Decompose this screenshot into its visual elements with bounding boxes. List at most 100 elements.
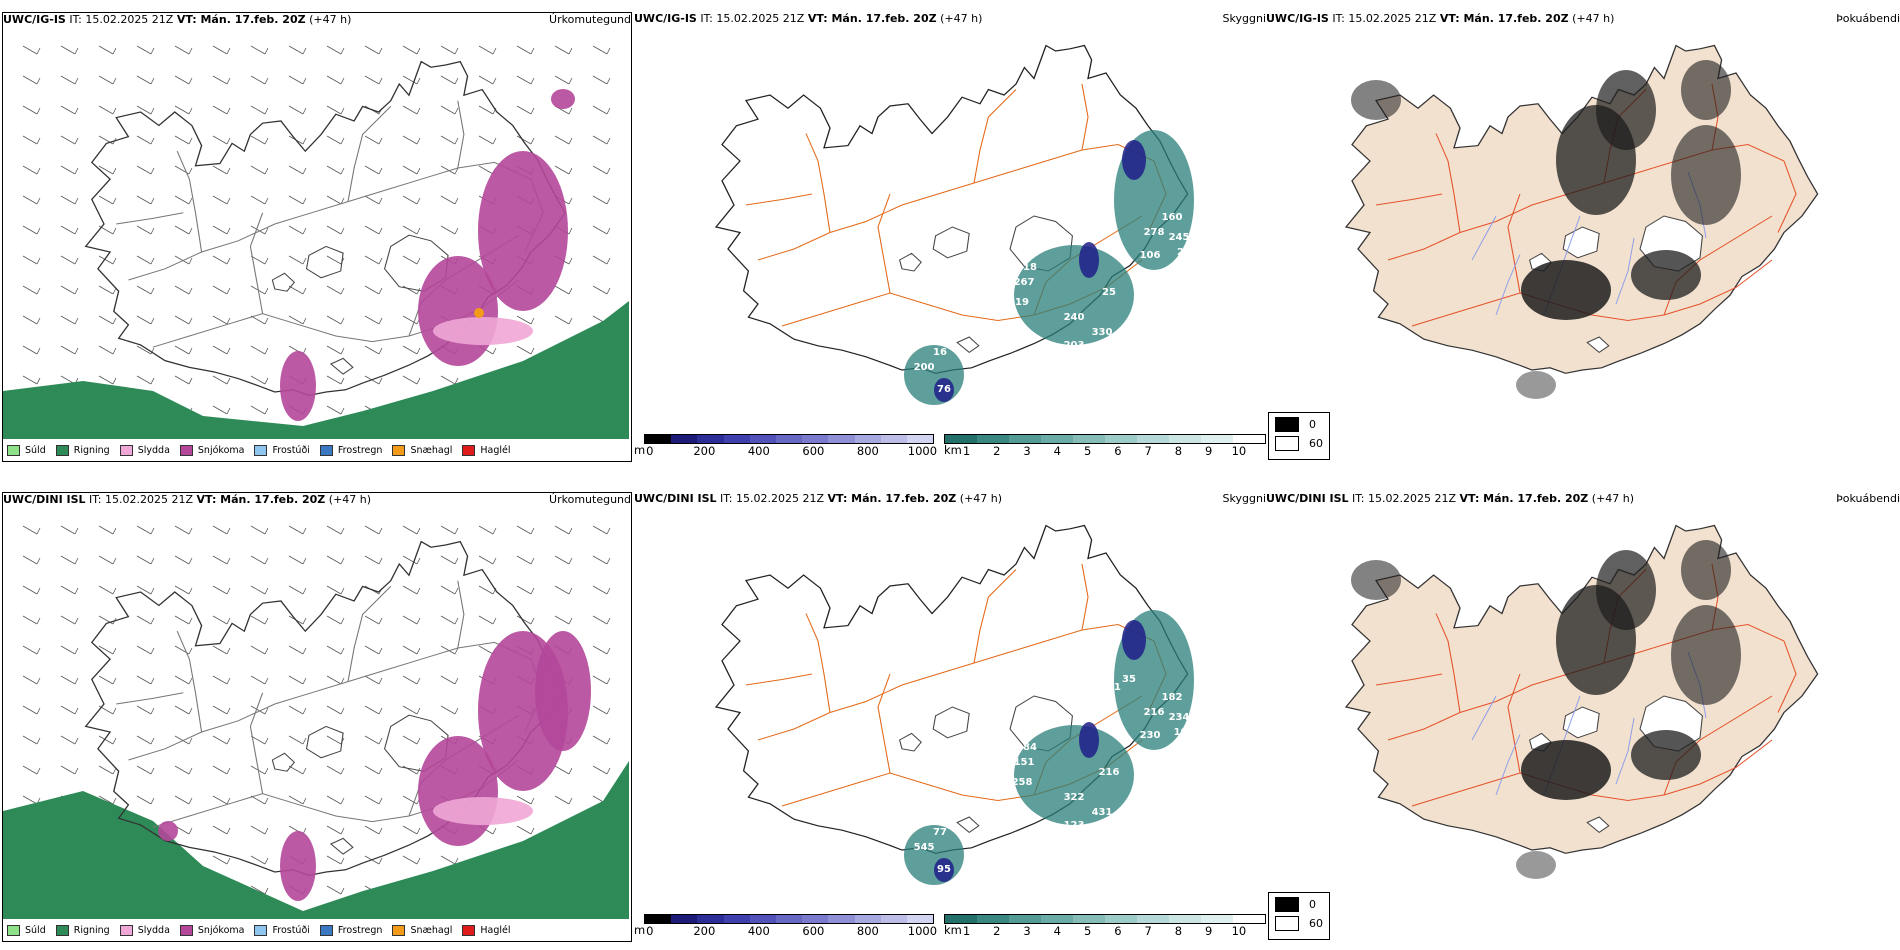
sleet-area: [433, 317, 533, 345]
snow-area: [280, 351, 316, 421]
visibility-color-step: [1041, 915, 1073, 923]
it-prefix: IT:: [1352, 492, 1365, 505]
cloudbase-color-step: [802, 435, 829, 443]
cloudbase-color-step: [880, 435, 907, 443]
fog-legend-item: 60: [1275, 916, 1323, 931]
visibility-color-step: [1169, 915, 1201, 923]
valid-time: VT: Mán. 17.feb. 20Z: [827, 492, 957, 505]
visibility-color-step: [977, 435, 1009, 443]
cloudbase-color-step: [697, 435, 724, 443]
visibility-color-step: [945, 435, 977, 443]
cloudbase-color-step: [906, 435, 934, 443]
visibility-color-step: [1137, 435, 1169, 443]
visibility-tick: 6: [1114, 924, 1122, 938]
legend-swatch: [179, 924, 193, 936]
fog-legend-label: 60: [1309, 917, 1323, 930]
visibility-tick: 1: [962, 924, 971, 938]
model-name: UWC/DINI ISL: [1266, 492, 1349, 505]
cloud-base-label: 188: [1094, 697, 1115, 708]
legend-swatch: [462, 924, 476, 936]
legend-label: Frostregn: [337, 444, 383, 456]
legend-swatch: [319, 444, 333, 456]
visibility-color-step: [1233, 915, 1265, 923]
cloudbase-unit: m: [634, 923, 646, 937]
legend-swatch: [119, 444, 133, 456]
cloud-base-label: 18: [1023, 262, 1037, 273]
cloudbase-color-step: [749, 435, 776, 443]
cloudbase-tick: 800: [856, 444, 879, 458]
visibility-tick: 5: [1083, 924, 1092, 938]
legend-item: Rigning: [55, 924, 110, 936]
lead-time: (+47 h): [940, 12, 983, 25]
it-prefix: IT:: [69, 13, 82, 26]
legend-label: Rigning: [73, 444, 110, 456]
cloudbase-tick: 600: [802, 444, 825, 458]
snow-area: [551, 89, 575, 109]
legend-swatch: [55, 924, 69, 936]
legend-item: Snæhagl: [392, 924, 453, 936]
visibility-color-step: [1169, 435, 1201, 443]
init-time: 15.02.2025 21Z: [85, 13, 174, 26]
visibility-color-step: [1201, 915, 1233, 923]
fog-area: [1681, 540, 1731, 600]
rain-area: [3, 761, 629, 919]
legend-swatch: [254, 444, 268, 456]
visibility-tick: 10: [1231, 444, 1247, 458]
cloud-base-label: 123: [1064, 820, 1085, 831]
cloudbase-ticks: 0 200 400 600 800 1000: [644, 444, 937, 458]
cloudbase-color-step: [749, 915, 776, 923]
valid-time: VT: Mán. 17.feb. 20Z: [176, 13, 306, 26]
legend-label: Slydda: [137, 444, 170, 456]
fog-area: [1516, 371, 1556, 399]
fog-area: [1631, 730, 1701, 780]
visibility-tick: 9: [1205, 924, 1213, 938]
fog-area: [1521, 260, 1611, 320]
visibility-color-step: [1137, 915, 1169, 923]
precip-map: [3, 525, 629, 919]
fog-panel: UWC/IG-IS IT: 15.02.2025 21Z VT: Mán. 17…: [1266, 12, 1900, 462]
visibility-colorbar-fill: [944, 914, 1266, 924]
visibility-unit: km: [944, 923, 962, 937]
visibility-tick: 7: [1144, 924, 1152, 938]
visibility-color-step: [1041, 435, 1073, 443]
cloudbase-tick: 1000: [907, 924, 938, 938]
valid-time: VT: Mán. 17.feb. 20Z: [807, 12, 937, 25]
panel-header: UWC/IG-IS IT: 15.02.2025 21Z VT: Mán. 17…: [634, 12, 1266, 30]
snow-area: [535, 631, 591, 751]
fog-map: [1344, 524, 1819, 879]
cloudbase-colorbar-fill: [644, 434, 934, 444]
visibility-tick: 1: [962, 444, 971, 458]
visibility-tick: 4: [1053, 924, 1062, 938]
legend-label: Snæhagl: [410, 924, 453, 936]
cloudbase-color-step: [775, 915, 803, 923]
fog-legend: 0 60: [1268, 892, 1330, 940]
visibility-tick: 9: [1205, 444, 1213, 458]
visibility-tick: 3: [1023, 924, 1031, 938]
legend-label: Haglél: [480, 444, 511, 456]
cloud-base-label: 258: [1012, 777, 1033, 788]
cloud-base-label: 234: [1169, 712, 1190, 723]
legend-item: Slydda: [119, 444, 170, 456]
precip-map: [3, 45, 629, 439]
fog-area: [1516, 851, 1556, 879]
visibility-colorbar: 1 2 3 4 5 6 7 8 9 10: [944, 914, 1266, 938]
init-time: 15.02.2025 21Z: [1348, 12, 1437, 25]
cloud-base-label: 100: [1174, 727, 1195, 738]
low-cloud-area: [934, 378, 954, 402]
visibility-color-step: [1009, 435, 1041, 443]
cloudbase-color-step: [723, 435, 750, 443]
snow-area: [418, 256, 498, 366]
it-prefix: IT:: [700, 12, 713, 25]
snow-area: [158, 821, 178, 841]
fog-area: [1631, 250, 1701, 300]
fog-legend-label: 0: [1309, 418, 1316, 431]
model-name: UWC/IG-IS: [3, 13, 66, 26]
visibility-tick: 8: [1174, 924, 1183, 938]
visibility-ticks: 1 2 3 4 5 6 7 8 9 10: [944, 444, 1266, 458]
cloudbase-tick: 0: [646, 924, 654, 938]
cloudbase-color-step: [828, 435, 855, 443]
panel-title: Þokuábendi: [1836, 492, 1900, 505]
cloudbase-colorbar: 0 200 400 600 800 1000: [644, 914, 938, 938]
cloud-base-label: 95: [937, 864, 951, 875]
lead-time: (+47 h): [959, 492, 1003, 505]
